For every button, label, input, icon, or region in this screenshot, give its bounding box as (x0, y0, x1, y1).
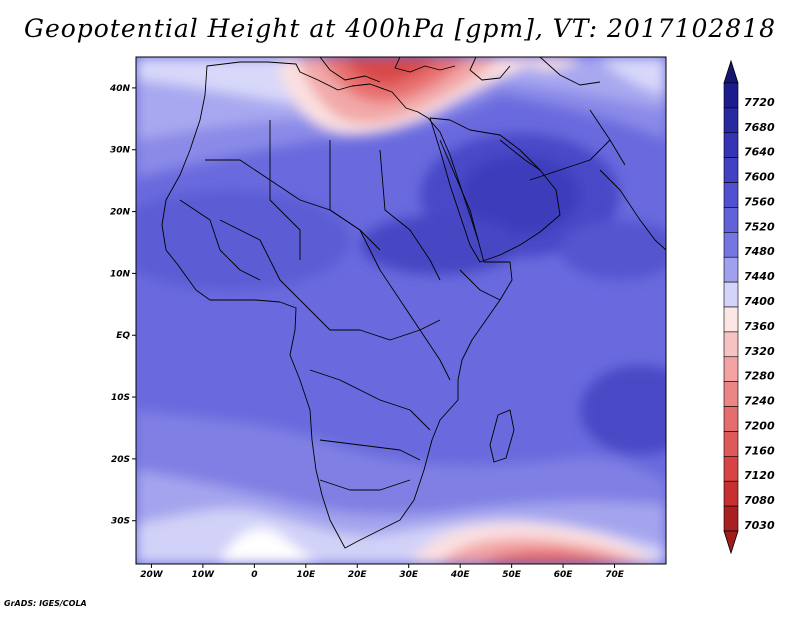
colorbar-label: 7600 (744, 171, 775, 184)
colorbar-swatch (723, 406, 739, 432)
colorbar-swatch (723, 207, 739, 233)
coastlines (161, 57, 666, 549)
lon-tick-label: 70E (605, 570, 625, 580)
colorbar-swatch (723, 157, 739, 183)
height-field (136, 57, 666, 564)
lon-tick-label: 50E (502, 570, 522, 580)
lat-tick-label: 10S (111, 393, 130, 403)
lat-tick-label: 10N (110, 269, 131, 279)
lon-tick-label: 10E (296, 570, 316, 580)
lat-tick-label: 20S (111, 455, 130, 465)
colorbar-swatch (723, 331, 739, 358)
lat-tick-label: 20N (110, 208, 131, 218)
colorbar-bottom-arrow (723, 530, 739, 555)
longitude-axis: 20W 10W 0 10E 20E 30E 40E 50E 60E 70E (140, 564, 625, 580)
colorbar-label: 7080 (744, 494, 775, 507)
colorbar-label: 7520 (744, 220, 775, 233)
colorbar-swatch (723, 381, 739, 407)
colorbar-swatch (723, 306, 739, 333)
colorbar-label: 7480 (744, 245, 775, 258)
colorbar-swatch (723, 356, 739, 382)
colorbar-label: 7640 (744, 146, 775, 159)
colorbar-label: 7720 (744, 96, 775, 109)
colorbar-swatch (723, 82, 739, 109)
lon-tick-label: 60E (554, 570, 574, 580)
colorbar-swatch (723, 456, 739, 482)
colorbar-swatch (723, 132, 739, 158)
colorbar-label: 7440 (744, 270, 775, 283)
colorbar-swatch (723, 182, 739, 208)
lon-tick-label: 0 (251, 570, 257, 580)
lon-tick-label: 30E (399, 570, 419, 580)
colorbar-label: 7280 (744, 370, 775, 383)
lon-tick-label: 10W (192, 570, 216, 580)
lat-tick-label: 30S (111, 517, 130, 527)
lon-tick-label: 20W (140, 570, 164, 580)
lat-tick-label: 40N (109, 84, 131, 94)
lon-tick-label: 20E (348, 570, 368, 580)
colorbar-swatch (723, 256, 739, 283)
colorbar-top-arrow (723, 59, 739, 84)
colorbar-swatch (723, 107, 739, 134)
colorbar-label: 7560 (744, 195, 775, 208)
colorbar-label: 7030 (744, 519, 775, 532)
colorbar-label: 7160 (744, 444, 775, 457)
colorbar-swatch (723, 281, 739, 308)
colorbar-swatch (723, 431, 739, 457)
colorbar-label: 7240 (744, 395, 775, 408)
latitude-axis: 40N 30N 20N 10N EQ 10S 20S 30S (109, 84, 136, 527)
lon-tick-label: 40E (450, 570, 471, 580)
grads-credit: GrADS: IGES/COLA (4, 599, 87, 608)
plot-frame (135, 56, 667, 565)
colorbar-swatch (723, 232, 739, 258)
map-title: Geopotential Height at 400hPa [gpm], VT:… (23, 14, 777, 43)
colorbar-label: 7680 (744, 121, 775, 134)
colorbar-label: 7320 (744, 345, 775, 358)
colorbar-swatch (723, 505, 739, 532)
lat-tick-label: 30N (110, 146, 131, 156)
lat-tick-label: EQ (116, 331, 130, 341)
colorbar-swatch (723, 480, 739, 507)
colorbar-label: 7400 (744, 295, 775, 308)
colorbar-label: 7360 (744, 320, 775, 333)
colorbar-label: 7120 (744, 469, 775, 482)
colorbar: 7720 7680 7640 7600 7560 7520 7480 7440 7400 7360… (723, 59, 775, 555)
colorbar-label: 7200 (744, 419, 775, 432)
